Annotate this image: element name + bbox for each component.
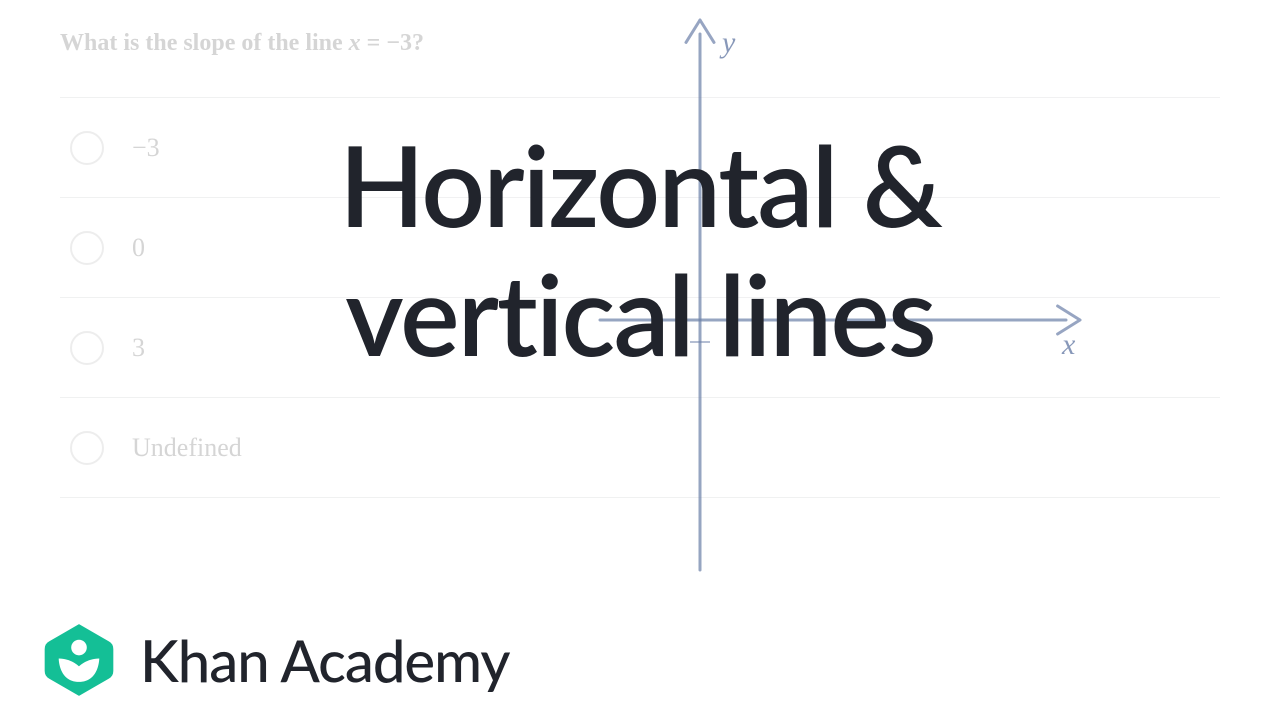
option-row[interactable]: Undefined — [60, 398, 1220, 498]
radio-icon[interactable] — [70, 431, 104, 465]
question-suffix: ? — [412, 30, 424, 56]
brand-name: Khan Academy — [140, 626, 509, 695]
brand-footer: Khan Academy — [0, 600, 1280, 720]
title-line-1: Horizontal & — [0, 120, 1280, 249]
khan-logo-icon — [40, 621, 118, 699]
question-eq-rhs: −3 — [386, 30, 412, 56]
question-eq-op: = — [361, 30, 387, 56]
question-text: What is the slope of the line x = −3? — [60, 30, 1220, 57]
option-label: Undefined — [132, 433, 242, 463]
title-line-2: vertical lines — [0, 249, 1280, 378]
question-eq-lhs: x — [349, 30, 361, 56]
video-title: Horizontal & vertical lines — [0, 120, 1280, 378]
question-prefix: What is the slope of the line — [60, 30, 349, 56]
